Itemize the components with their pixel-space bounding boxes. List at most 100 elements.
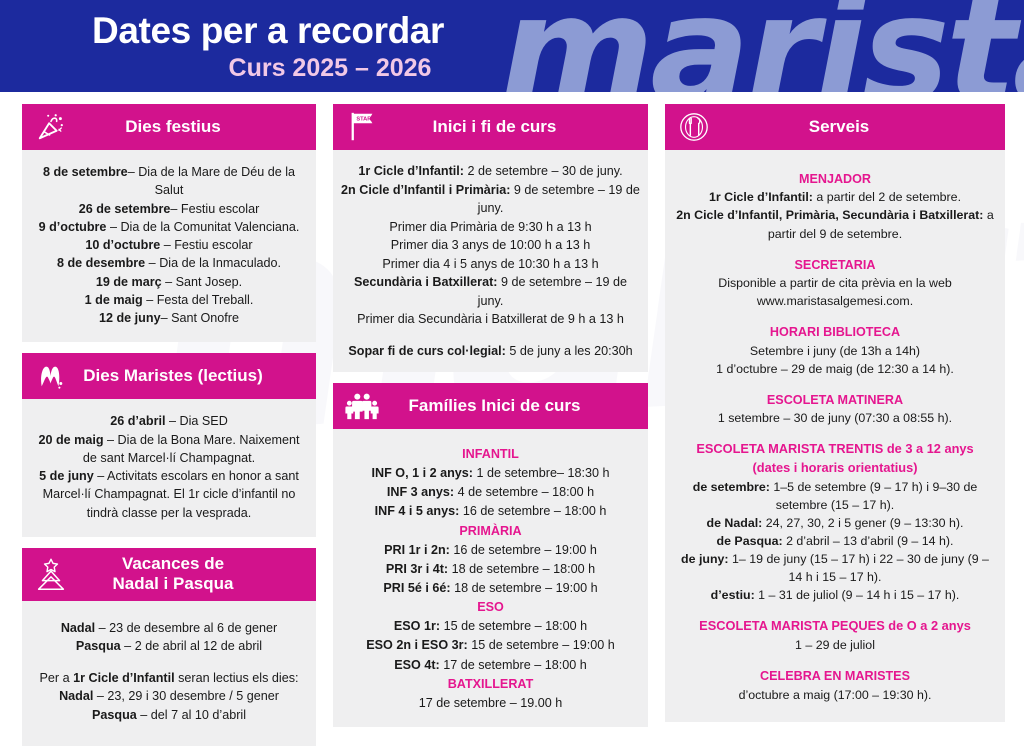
spacer [675, 243, 995, 256]
list-item: ESO 4t: 17 de setembre – 18:00 h [341, 656, 640, 675]
page-subtitle: Curs 2025 – 2026 [228, 54, 432, 83]
festiu-date: 10 d’octubre [85, 238, 161, 252]
etapa-label: Secundària i Batxillerat: [353, 275, 498, 289]
list-item: Pasqua – del 7 al 10 d’abril [32, 706, 306, 725]
list-item: ESO 1r: 15 de setembre – 18:00 h [341, 617, 640, 636]
column-right: Serveis MENJADOR 1r Cicle d’Infantil: a … [665, 104, 1005, 722]
festiu-date: 19 de març [95, 274, 162, 289]
list-item: 19 de març – Sant Josep. [30, 273, 308, 291]
card-dies-maristes: Dies Maristes (lectius) 26 d’abril – Dia… [22, 353, 316, 537]
curs-dates: 4 de setembre – 18:00 h [454, 485, 595, 500]
list-item: Primer dia 4 i 5 anys de 10:30 h a 13 h [340, 255, 641, 274]
vacances-label: Pasqua [75, 639, 121, 654]
svg-text:START: START [356, 117, 375, 123]
note-prefix: Per a [39, 670, 74, 685]
marista-date: 20 de maig [38, 432, 104, 447]
christmas-tree-icon [30, 555, 72, 593]
servei-detail: 1 – 31 de juliol (9 – 14 h i 15 – 17 h). [754, 588, 960, 603]
card-header-serveis: Serveis [665, 104, 1005, 150]
festiu-date: 8 de setembre [42, 165, 128, 179]
curs-dates: 16 de setembre – 19:00 h [449, 542, 597, 557]
festiu-desc: – Festiu escolar [160, 238, 253, 252]
card-body-serveis: MENJADOR 1r Cicle d’Infantil: a partir d… [665, 150, 1005, 722]
curs-dates: 18 de setembre – 19:00 h [450, 580, 598, 595]
etapa-dates: Primer dia 3 anys de 10:00 h a 13 h [390, 238, 591, 252]
card-title-serveis: Serveis [808, 116, 870, 136]
list-item: 17 de setembre – 19.00 h [341, 694, 640, 713]
card-header-dies-maristes: Dies Maristes (lectius) [22, 353, 316, 400]
festiu-desc: – Festiu escolar [170, 201, 260, 216]
section-heading-biblioteca: HORARI BIBLIOTECA [769, 325, 901, 340]
list-item: Primer dia 3 anys de 10:00 h a 13 h [340, 236, 641, 255]
spacer [32, 656, 306, 669]
curs-label: PRI 1r i 2n: [384, 542, 450, 557]
festiu-desc: – Dia de la Inmaculado. [145, 256, 282, 271]
list-item: Primer dia Secundària i Batxillerat de 9… [340, 310, 641, 329]
card-vacances: Vacances de Nadal i Pasqua Nadal – 23 de… [22, 547, 316, 746]
curs-dates: 15 de setembre – 19:00 h [467, 638, 615, 653]
list-item: d’estiu: 1 – 31 de juliol (9 – 14 h i 15… [675, 586, 995, 604]
servei-label: de setembre: [692, 479, 770, 494]
list-item: 8 de setembre– Dia de la Mare de Déu de … [30, 163, 308, 200]
column-left: Dies festius 8 de setembre– Dia de la Ma… [22, 104, 316, 746]
list-item: 1r Cicle d’Infantil: 2 de setembre – 30 … [340, 162, 641, 181]
servei-detail: Setembre i juny (de 13h a 14h) [749, 343, 921, 358]
list-item: d’octubre a maig (17:00 – 19:30 h). [675, 686, 995, 704]
marista-desc: – Dia de la Bona Mare. Naixement de sant… [82, 432, 300, 465]
section-heading-escoleta-peques: ESCOLETA MARISTA PEQUES de O a 2 anys [699, 618, 971, 634]
list-item: INF 3 anys: 4 de setembre – 18:00 h [341, 483, 640, 502]
marista-desc: – Dia SED [165, 414, 228, 429]
servei-detail: 1–5 de setembre (9 – 17 h) i 9–30 de set… [769, 479, 978, 512]
list-item: INF O, 1 i 2 anys: 1 de setembre– 18:30 … [341, 464, 640, 483]
spacer [340, 329, 641, 342]
servei-detail: 1 setembre – 30 de juny (07:30 a 08:55 h… [717, 411, 953, 426]
etapa-dates: 2 de setembre – 30 de juny. [463, 164, 623, 178]
etapa-dates: Primer dia Primària de 9:30 h a 13 h [389, 219, 592, 234]
curs-dates: 1 de setembre– 18:30 h [472, 466, 610, 481]
curs-label: PRI 3r i 4t: [385, 561, 449, 576]
list-item: Nadal – 23, 29 i 30 desembre / 5 gener [32, 687, 306, 706]
etapa-dates: 9 de setembre – 19 de juny. [477, 275, 627, 308]
section-heading-infantil: INFANTIL [462, 447, 519, 461]
list-item: 1 setembre – 30 de juny (07:30 a 08:55 h… [675, 409, 995, 427]
festiu-date: 26 de setembre [78, 201, 171, 216]
card-header-inici-fi-curs: START Inici i fi de curs [333, 104, 648, 150]
section-heading-secretaria: SECRETARIA [794, 257, 876, 272]
list-item: Primer dia Primària de 9:30 h a 13 h [340, 218, 641, 237]
etapa-label: 2n Cicle d’Infantil i Primària: [341, 182, 511, 197]
festiu-date: 12 de juny [98, 311, 161, 325]
vacances-title-line1: Vacances de [121, 553, 225, 573]
list-item: 2n Cicle d’Infantil, Primària, Secundàri… [675, 206, 995, 242]
card-body-dies-festius: 8 de setembre– Dia de la Mare de Déu de … [22, 150, 316, 343]
list-item: 2n Cicle d’Infantil i Primària: 9 de set… [340, 181, 641, 218]
section-subheading-escoleta-trentis: (dates i horaris orientatius) [752, 460, 918, 476]
list-item: ESO 2n i ESO 3r: 15 de setembre – 19:00 … [341, 636, 640, 655]
curs-label: ESO 1r: [393, 619, 441, 634]
list-item: 9 d’octubre – Dia de la Comunitat Valenc… [30, 218, 308, 236]
curs-dates: 17 de setembre – 18:00 h [439, 657, 587, 672]
festiu-date: 9 d’octubre [38, 219, 107, 234]
vacances-dates: – 2 de abril al 12 de abril [120, 639, 263, 654]
curs-dates: 16 de setembre – 18:00 h [459, 504, 607, 519]
sopar-label: Sopar fi de curs col·legial: [348, 343, 506, 358]
spacer [675, 654, 995, 667]
servei-detail: a partir del 2 de setembre. [812, 190, 962, 205]
card-families-inici-curs: Famílies Inici de curs INFANTIL INF O, 1… [333, 383, 648, 727]
start-flag-icon: START [341, 110, 383, 144]
vacances-title-line2: Nadal i Pasqua [112, 574, 234, 594]
curs-label: INF 4 i 5 anys: [374, 504, 460, 519]
card-title-families: Famílies Inici de curs [408, 395, 581, 415]
curs-label: PRI 5é i 6é: [383, 580, 451, 595]
list-item: 5 de juny – Activitats escolars en honor… [32, 467, 306, 522]
festiu-desc: – Sant Onofre [160, 311, 239, 325]
note-bold: 1r Cicle d’Infantil [73, 670, 175, 685]
curs-label: ESO 4t: [394, 657, 440, 672]
section-heading-escoleta-trentis: ESCOLETA MARISTA TRENTIS de 3 a 12 anys [696, 441, 974, 457]
card-header-dies-festius: Dies festius [22, 104, 316, 150]
vacances-dates: – del 7 al 10 d’abril [136, 707, 247, 722]
etapa-dates: 9 de setembre – 19 de juny. [477, 182, 640, 216]
marista-date: 5 de juny [39, 469, 94, 483]
list-item: PRI 3r i 4t: 18 de setembre – 18:00 h [341, 560, 640, 579]
section-heading-eso: ESO [477, 600, 504, 615]
sopar-fi-curs: Sopar fi de curs col·legial: 5 de juny a… [340, 342, 641, 361]
